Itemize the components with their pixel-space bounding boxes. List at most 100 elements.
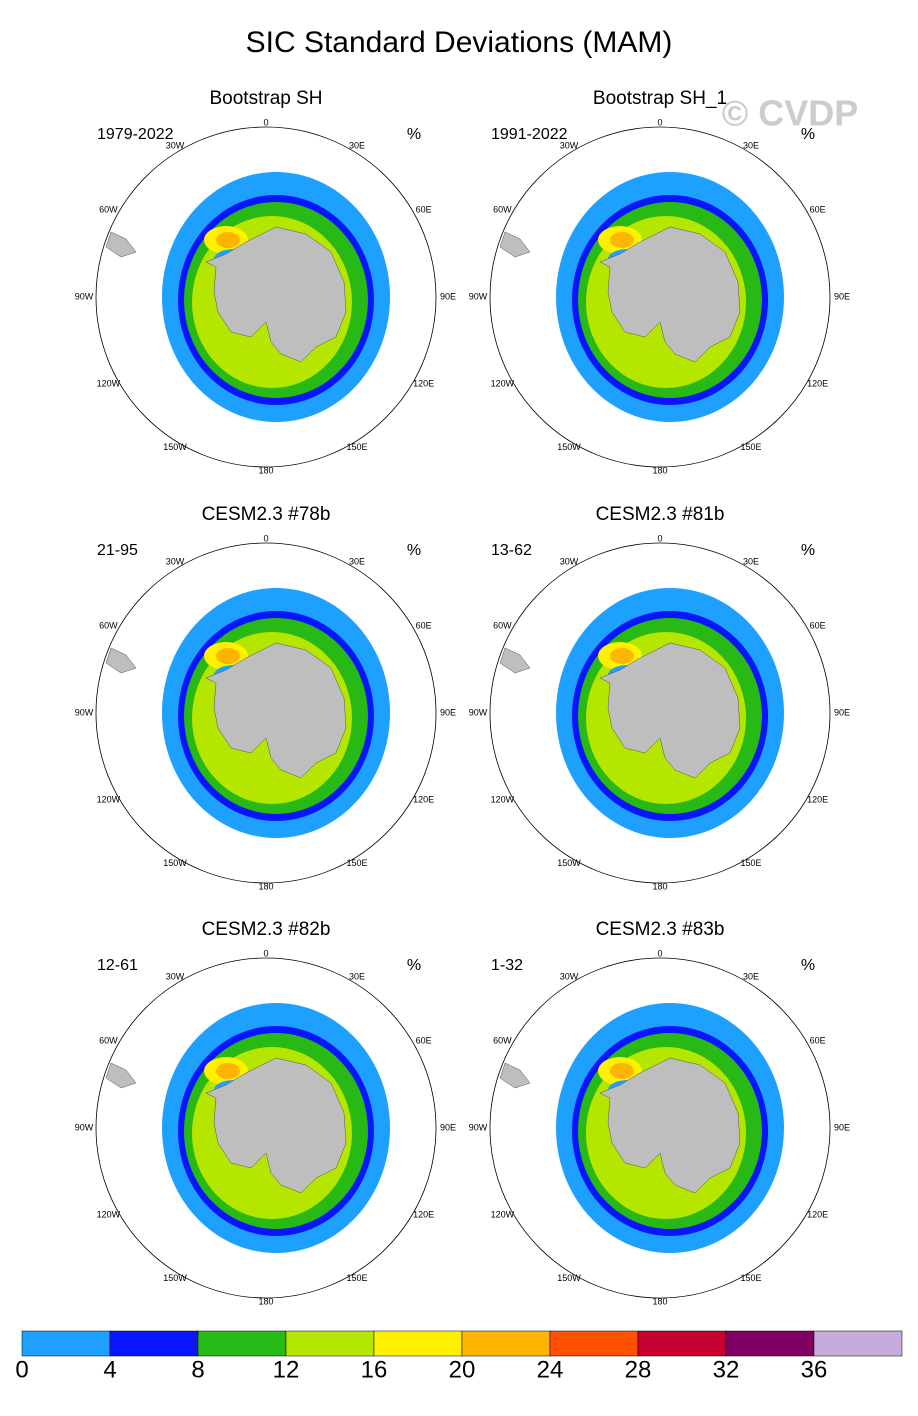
longitude-label: 150W [557, 1273, 581, 1283]
longitude-label: 30E [349, 141, 365, 151]
antarctica [205, 642, 347, 779]
longitude-label: 0 [657, 948, 662, 958]
longitude-label: 90E [834, 707, 850, 717]
colorbar-tick-label: 0 [15, 1356, 28, 1383]
longitude-label: 60E [416, 1035, 432, 1045]
longitude-label: 150W [163, 442, 187, 452]
longitude-label: 30W [166, 557, 185, 567]
map-panel: Bootstrap SH_1 1991-2022 % 0 30E 60E 90E 120E 15… [469, 88, 850, 475]
longitude-label: 180 [652, 881, 667, 891]
longitude-label: 90W [469, 707, 488, 717]
longitude-label: 180 [258, 1296, 273, 1306]
longitude-label: 60W [493, 204, 512, 214]
longitude-label: 90E [440, 291, 456, 301]
panel-title: Bootstrap SH_1 [593, 88, 727, 109]
longitude-label: 0 [263, 533, 268, 543]
longitude-label: 150W [163, 858, 187, 868]
longitude-label: 120W [97, 378, 121, 388]
longitude-label: 180 [258, 465, 273, 475]
longitude-label: 90W [469, 1122, 488, 1132]
longitude-label: 120E [807, 794, 828, 804]
longitude-label: 30W [560, 557, 579, 567]
longitude-label: 120E [413, 378, 434, 388]
south-america [105, 1062, 137, 1089]
longitude-label: 150W [557, 442, 581, 452]
panel-period: 1-32 [491, 957, 523, 974]
antarctica [599, 1057, 741, 1194]
longitude-label: 150W [163, 1273, 187, 1283]
panel-title: CESM2.3 #82b [202, 919, 331, 940]
map-panel: CESM2.3 #82b 12-61 % 0 30E 60E 90E 120E 150E 180 1… [75, 919, 456, 1306]
ice-field [216, 648, 240, 664]
panel-unit: % [801, 542, 815, 559]
panel-unit: % [801, 957, 815, 974]
longitude-label: 30W [560, 972, 579, 982]
panel-title: Bootstrap SH [210, 88, 323, 109]
colorbar-box [813, 1330, 903, 1357]
colorbar-box [637, 1330, 727, 1357]
longitude-label: 90E [440, 1122, 456, 1132]
longitude-label: 60W [493, 620, 512, 630]
longitude-label: 30E [743, 557, 759, 567]
longitude-label: 90W [75, 707, 94, 717]
colorbar-box [461, 1330, 551, 1357]
longitude-label: 150E [346, 1273, 367, 1283]
watermark: © CVDP [722, 93, 859, 134]
colorbar-box [21, 1330, 111, 1357]
longitude-label: 150E [346, 858, 367, 868]
longitude-label: 90E [834, 291, 850, 301]
colorbar-tick-label: 16 [361, 1356, 388, 1383]
longitude-label: 60E [810, 204, 826, 214]
longitude-label: 90W [75, 1122, 94, 1132]
panel-title: CESM2.3 #81b [596, 504, 725, 525]
colorbar-tick-label: 24 [537, 1356, 564, 1383]
panel-unit: % [407, 126, 421, 143]
longitude-label: 90W [75, 291, 94, 301]
panel-period: 1979-2022 [97, 126, 174, 143]
colorbar-box [373, 1330, 463, 1357]
panel-period: 12-61 [97, 957, 138, 974]
south-america [499, 647, 531, 674]
panel-period: 13-62 [491, 542, 532, 559]
longitude-label: 30E [743, 972, 759, 982]
map-panel: CESM2.3 #81b 13-62 % 0 30E 60E 90E 120E 150E 180 1… [469, 504, 850, 891]
longitude-label: 180 [652, 465, 667, 475]
longitude-label: 60W [99, 1035, 118, 1045]
south-america [105, 647, 137, 674]
colorbar-tick-label: 4 [103, 1356, 116, 1383]
colorbar-box [725, 1330, 815, 1357]
antarctica [599, 226, 741, 363]
longitude-label: 60E [810, 1035, 826, 1045]
colorbar-tick-label: 28 [625, 1356, 652, 1383]
panel-unit: % [407, 542, 421, 559]
longitude-label: 120E [413, 794, 434, 804]
panel-unit: % [407, 957, 421, 974]
longitude-label: 60E [416, 620, 432, 630]
longitude-label: 0 [263, 948, 268, 958]
longitude-label: 180 [258, 881, 273, 891]
colorbar-tick-label: 8 [191, 1356, 204, 1383]
longitude-label: 90E [834, 1122, 850, 1132]
longitude-label: 120W [491, 1209, 515, 1219]
ice-field [216, 1063, 240, 1079]
longitude-label: 120W [491, 794, 515, 804]
ice-field [610, 1063, 634, 1079]
longitude-label: 60E [810, 620, 826, 630]
colorbar-tick-label: 20 [449, 1356, 476, 1383]
antarctica [205, 1057, 347, 1194]
longitude-label: 90E [440, 707, 456, 717]
panel-unit: % [801, 126, 815, 143]
longitude-label: 150E [346, 442, 367, 452]
longitude-label: 30W [166, 141, 185, 151]
figure-title: SIC Standard Deviations (MAM) [246, 26, 673, 59]
panel-period: 1991-2022 [491, 126, 568, 143]
longitude-label: 120W [97, 794, 121, 804]
panel-title: CESM2.3 #83b [596, 919, 725, 940]
longitude-label: 0 [657, 117, 662, 127]
longitude-label: 30W [560, 141, 579, 151]
longitude-label: 30W [166, 972, 185, 982]
longitude-label: 120W [491, 378, 515, 388]
colorbar-box [549, 1330, 639, 1357]
longitude-label: 0 [263, 117, 268, 127]
longitude-label: 150W [557, 858, 581, 868]
